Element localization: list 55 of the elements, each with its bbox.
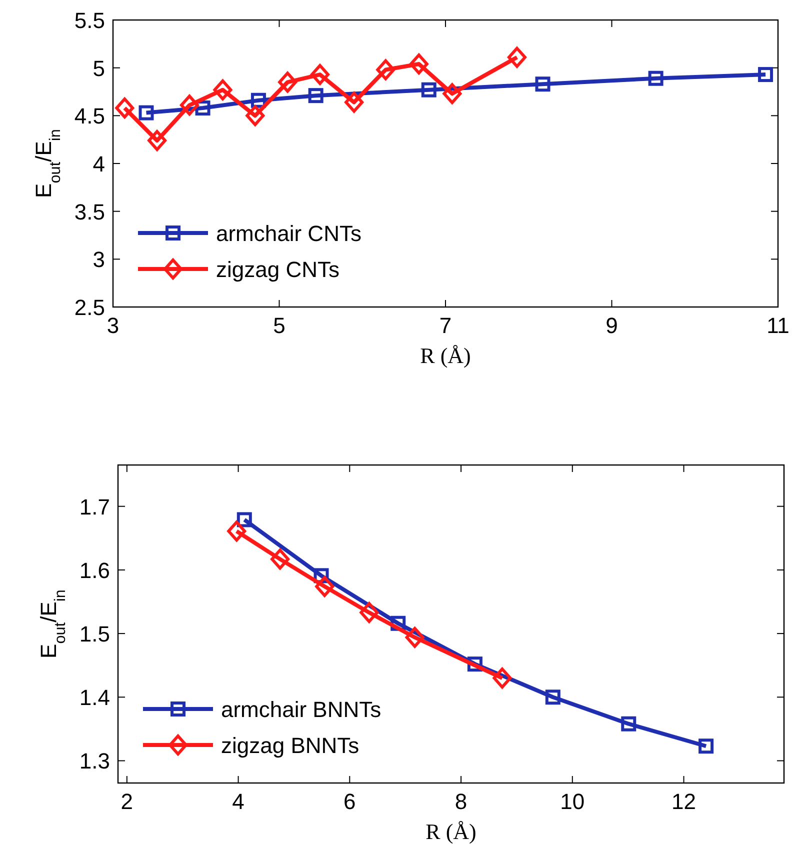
y-tick-label: 1.5 xyxy=(79,622,110,647)
point xyxy=(360,602,379,624)
legend-label: zigzag BNNTs xyxy=(221,733,360,758)
point xyxy=(344,92,364,113)
x-tick-label: 2 xyxy=(120,789,134,814)
y-tick-label: 1.6 xyxy=(79,558,110,583)
point xyxy=(376,59,396,80)
y-tick-label: 2.5 xyxy=(74,295,105,320)
y-tick-label: 3 xyxy=(92,247,105,272)
point xyxy=(409,54,428,75)
point xyxy=(758,67,774,82)
point xyxy=(421,82,436,98)
point xyxy=(545,690,560,705)
legend-label: armchair CNTs xyxy=(216,221,362,246)
y-tick-label: 3.5 xyxy=(74,199,105,224)
x-tick-label: 7 xyxy=(439,313,452,338)
y-tick-label: 1.4 xyxy=(79,685,110,710)
y-tick-label: 1.7 xyxy=(79,494,110,520)
point xyxy=(315,576,334,597)
y-tick-label: 4.5 xyxy=(74,104,105,129)
x-axis-title: R (Å) xyxy=(420,343,471,368)
y-tick-label: 5.5 xyxy=(74,8,105,33)
point xyxy=(115,98,134,119)
point xyxy=(492,668,512,689)
point xyxy=(308,88,324,104)
x-tick-label: 8 xyxy=(454,789,468,814)
y-tick-label: 1.3 xyxy=(79,748,110,774)
x-axis-title: R (Å) xyxy=(426,819,476,844)
x-tick-label: 5 xyxy=(273,313,286,338)
x-tick-label: 10 xyxy=(560,789,585,814)
point xyxy=(278,72,298,93)
x-tick-label: 6 xyxy=(344,789,356,814)
x-tick-label: 12 xyxy=(672,789,696,814)
x-tick-label: 4 xyxy=(232,789,244,814)
legend-label: zigzag CNTs xyxy=(216,257,340,282)
point xyxy=(270,548,290,570)
x-tick-label: 11 xyxy=(766,313,790,338)
point xyxy=(227,520,246,542)
point xyxy=(442,83,462,104)
point xyxy=(535,76,550,92)
point xyxy=(621,716,636,732)
point xyxy=(310,64,330,86)
point xyxy=(180,94,199,116)
point xyxy=(648,70,664,86)
point xyxy=(138,105,154,120)
point xyxy=(507,46,526,68)
point xyxy=(698,738,714,754)
point xyxy=(405,626,424,648)
legend-label: armchair BNNTs xyxy=(221,697,382,722)
point xyxy=(148,130,167,152)
point xyxy=(246,105,265,126)
x-tick-label: 9 xyxy=(606,313,618,338)
point xyxy=(213,79,232,100)
y-tick-label: 4 xyxy=(92,152,105,176)
y-tick-label: 5 xyxy=(92,56,105,81)
